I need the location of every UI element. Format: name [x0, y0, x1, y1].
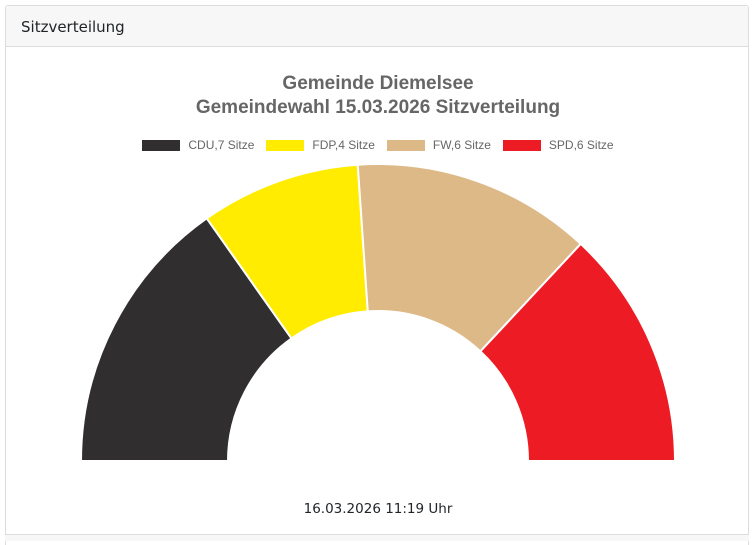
legend-label: CDU,7 Sitze	[188, 138, 255, 152]
legend-label: FW,6 Sitze	[432, 138, 491, 152]
legend-swatch	[266, 139, 305, 151]
parliament-chart	[79, 163, 677, 462]
legend-item-cdu[interactable]: CDU,7 Sitze	[142, 138, 254, 152]
chart-title-line-1: Gemeinde Diemelsee	[282, 73, 474, 94]
legend-item-spd[interactable]: SPD,6 Sitze	[502, 138, 614, 152]
seat-segment-spd[interactable]	[478, 242, 677, 462]
chart-title: Gemeinde Diemelsee Gemeindewahl 15.03.20…	[6, 72, 750, 120]
legend-swatch	[142, 139, 181, 151]
timestamp: 16.03.2026 11:19 Uhr	[303, 501, 453, 517]
card-footer-edge	[5, 534, 749, 541]
card-body: Gemeinde Diemelsee Gemeindewahl 15.03.20…	[6, 47, 748, 536]
legend-item-fw[interactable]: FW,6 Sitze	[386, 138, 491, 152]
legend-label: FDP,4 Sitze	[312, 138, 375, 152]
chart-legend: CDU,7 Sitze FDP,4 Sitze FW,6 Sitze SPD,6 Si…	[6, 138, 750, 152]
legend-swatch	[386, 139, 425, 151]
legend-item-fdp[interactable]: FDP,4 Sitze	[266, 138, 375, 152]
seat-segment-cdu[interactable]	[79, 216, 293, 462]
card-header: Sitzverteilung	[6, 6, 748, 47]
legend-swatch	[502, 139, 541, 151]
chart-title-line-2: Gemeindewahl 15.03.2026 Sitzverteilung	[195, 97, 561, 118]
seat-distribution-card: Sitzverteilung Gemeinde Diemelsee Gemein…	[5, 5, 749, 545]
legend-label: SPD,6 Sitze	[548, 138, 614, 152]
